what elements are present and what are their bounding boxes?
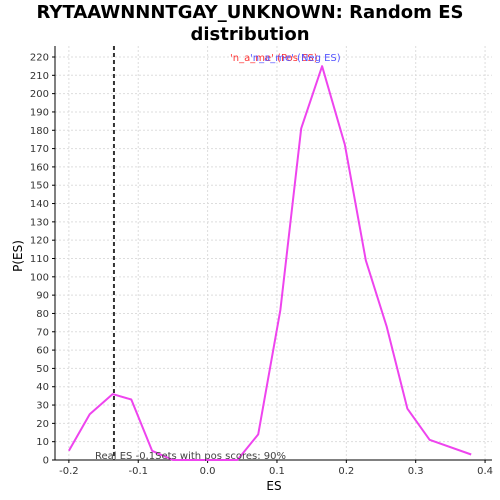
y-tick-label: 100	[30, 272, 49, 283]
y-tick-label: 70	[36, 327, 49, 338]
y-tick-label: 80	[36, 309, 49, 320]
y-tick-label: 10	[36, 437, 49, 448]
legend: 'n_a_me' (Pos ES)'n_a_me' (Neg ES)	[230, 53, 341, 64]
chart-title: RYTAAWNNNTGAY_UNKNOWN: Random ESdistribu…	[37, 2, 464, 45]
x-tick-label: 0.4	[477, 466, 493, 477]
x-tick-label: -0.2	[59, 466, 79, 477]
y-tick-label: 150	[30, 181, 49, 192]
y-tick-label: 30	[36, 401, 49, 412]
y-tick-label: 0	[43, 456, 49, 467]
y-tick-label: 190	[30, 107, 49, 118]
x-tick-label: 0.3	[408, 466, 424, 477]
y-tick-label: 120	[30, 236, 49, 247]
y-tick-label: 90	[36, 291, 49, 302]
y-tick-label: 40	[36, 382, 49, 393]
es-distribution-line	[68, 65, 472, 461]
y-tick-label: 220	[30, 52, 49, 63]
y-axis-ticks: 0 10 20 30 40 50 60 70 80 90 100 110 120 130 140 150 160…	[30, 52, 55, 467]
y-tick-label: 130	[30, 217, 49, 228]
y-tick-label: 20	[36, 419, 49, 430]
y-tick-label: 110	[30, 254, 49, 265]
y-tick-label: 200	[30, 89, 49, 100]
y-tick-label: 60	[36, 346, 49, 357]
chart-title-line: RYTAAWNNNTGAY_UNKNOWN: Random ES	[37, 2, 464, 23]
y-tick-label: 210	[30, 71, 49, 82]
x-axis-ticks: -0.2 -0.1 0.0 0.1 0.2 0.3 0.4	[59, 460, 493, 477]
y-tick-label: 180	[30, 126, 49, 137]
y-axis-label: P(ES)	[11, 240, 25, 272]
legend-entry: 'n_a_me' (Pos ES)	[230, 53, 318, 64]
x-axis-label: ES	[266, 479, 281, 493]
axes	[54, 46, 492, 461]
y-tick-label: 170	[30, 144, 49, 155]
x-tick-label: 0.2	[338, 466, 354, 477]
y-tick-label: 140	[30, 199, 49, 210]
grid	[55, 46, 492, 461]
x-tick-label: -0.1	[128, 466, 148, 477]
legend-entry: 'n_a_me' (Neg ES)	[250, 53, 341, 64]
y-tick-label: 50	[36, 364, 49, 375]
annotation-text: Real ES -0,1Sets with pos scores: 90%	[95, 451, 286, 462]
y-tick-label: 160	[30, 162, 49, 173]
x-tick-label: 0.0	[200, 466, 216, 477]
chart-title-line: distribution	[190, 24, 309, 45]
series-lines	[68, 65, 472, 461]
x-tick-label: 0.1	[269, 466, 285, 477]
